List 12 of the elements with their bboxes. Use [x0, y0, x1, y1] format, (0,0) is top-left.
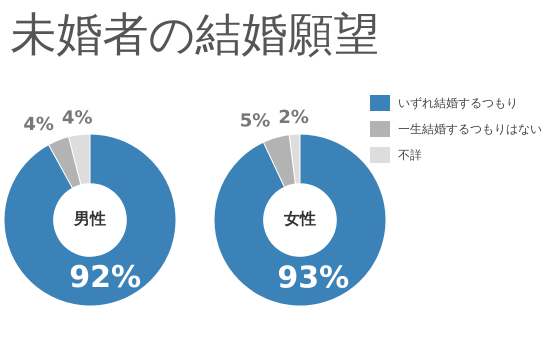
data-label: 93% [277, 260, 350, 296]
text: 未婚者の結婚願望 [10, 6, 380, 63]
data-label: 4% [62, 107, 92, 128]
legend-label: 一生結婚するつもりはない [398, 120, 542, 138]
data-label: 2% [278, 106, 309, 128]
data-label: 92% [69, 260, 142, 296]
data-label: 5% [240, 110, 270, 132]
legend-label: いずれ結婚するつもり [398, 94, 518, 112]
text: 女性 [283, 209, 316, 228]
legend-label: 不詳 [398, 146, 422, 164]
text: 男性 [73, 209, 106, 228]
data-label: 4% [23, 114, 54, 135]
